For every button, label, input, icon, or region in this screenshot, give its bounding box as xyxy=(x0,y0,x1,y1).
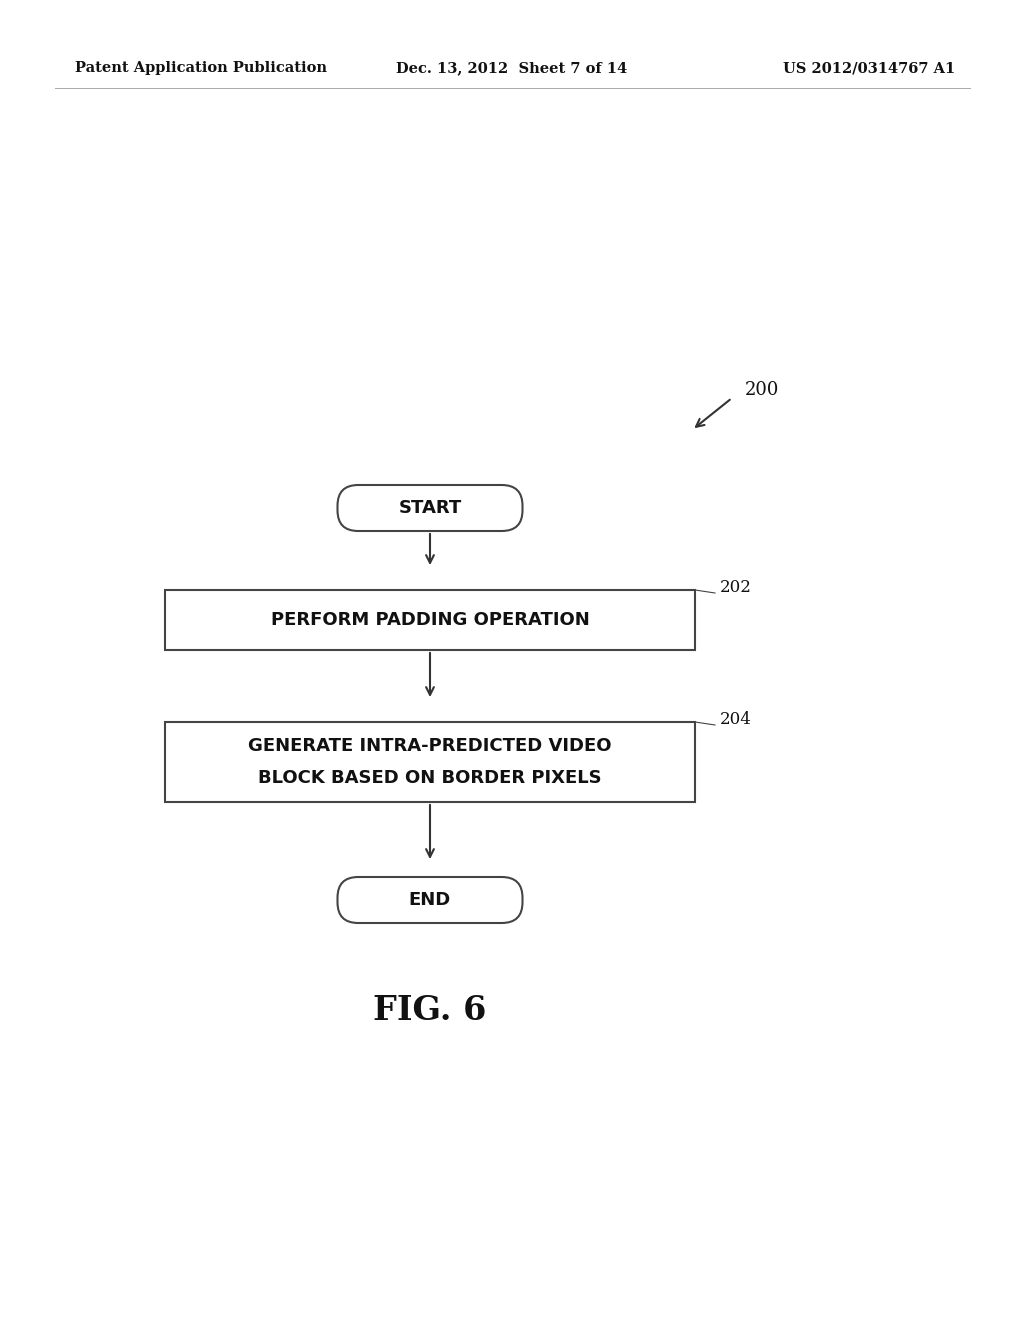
Text: 204: 204 xyxy=(720,711,752,729)
Bar xyxy=(165,722,695,803)
Text: 202: 202 xyxy=(720,579,752,597)
Bar xyxy=(165,590,695,649)
Text: GENERATE INTRA-PREDICTED VIDEO: GENERATE INTRA-PREDICTED VIDEO xyxy=(248,737,611,755)
Text: Dec. 13, 2012  Sheet 7 of 14: Dec. 13, 2012 Sheet 7 of 14 xyxy=(396,61,628,75)
Text: PERFORM PADDING OPERATION: PERFORM PADDING OPERATION xyxy=(270,611,590,630)
Text: BLOCK BASED ON BORDER PIXELS: BLOCK BASED ON BORDER PIXELS xyxy=(258,770,602,787)
Text: 200: 200 xyxy=(745,381,779,399)
Text: US 2012/0314767 A1: US 2012/0314767 A1 xyxy=(782,61,955,75)
Text: START: START xyxy=(398,499,462,517)
FancyBboxPatch shape xyxy=(338,876,522,923)
Text: FIG. 6: FIG. 6 xyxy=(374,994,486,1027)
Text: END: END xyxy=(409,891,452,909)
FancyBboxPatch shape xyxy=(338,484,522,531)
Text: Patent Application Publication: Patent Application Publication xyxy=(75,61,327,75)
